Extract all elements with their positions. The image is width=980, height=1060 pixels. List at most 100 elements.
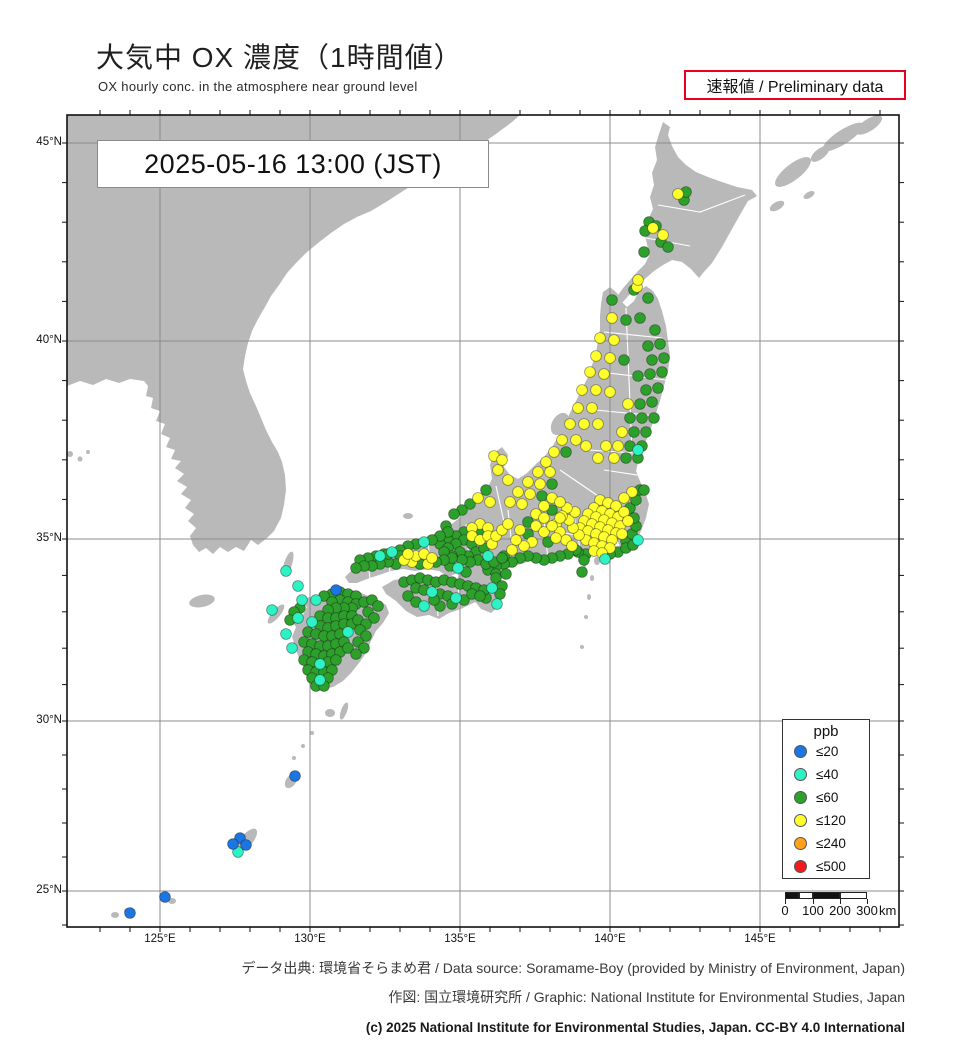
legend-item: ≤120 (783, 809, 869, 832)
station-dot (586, 402, 598, 414)
scale-bar-segment (799, 892, 813, 899)
station-dot (636, 412, 648, 424)
lat-axis-label: 45°N (36, 136, 62, 148)
legend-swatch-icon (794, 860, 807, 873)
station-dot (606, 312, 618, 324)
station-dot (634, 312, 646, 324)
station-dot (632, 534, 644, 546)
legend-item: ≤500 (783, 855, 869, 878)
scale-bar-tick (867, 899, 868, 904)
station-dot (590, 350, 602, 362)
tanegashima-island (339, 702, 349, 720)
station-dot (124, 907, 136, 919)
station-dot (544, 466, 556, 478)
izu-islet (587, 594, 591, 600)
axis-ticks (62, 110, 904, 932)
sado-island (550, 412, 570, 436)
station-dot (600, 440, 612, 452)
legend-items: ≤20 ≤40 ≤60 ≤120 ≤240 ≤500 (783, 740, 869, 878)
station-dot (608, 334, 620, 346)
station-dot (490, 572, 502, 584)
lon-axis-label: 140°E (594, 933, 626, 945)
station-dot (306, 616, 318, 628)
legend-swatch-icon (794, 768, 807, 781)
legend-item: ≤20 (783, 740, 869, 763)
yellow-sea-islet (86, 450, 90, 454)
kuril-island (769, 200, 785, 212)
station-dot (642, 340, 654, 352)
scale-bar-segment (840, 892, 867, 899)
station-dot (640, 426, 652, 438)
lon-axis-label: 125°E (144, 933, 176, 945)
station-dot (632, 274, 644, 286)
station-dot (548, 446, 560, 458)
tokara-islet (301, 744, 305, 748)
station-dot (638, 246, 650, 258)
station-dot (418, 536, 430, 548)
station-dot (652, 382, 664, 394)
station-dot (530, 520, 542, 532)
station-dot (286, 642, 298, 654)
yellow-sea-islet (67, 451, 73, 457)
station-dot (560, 446, 572, 458)
station-dot (594, 332, 606, 344)
station-dot (330, 654, 342, 666)
legend-swatch-icon (794, 791, 807, 804)
station-dot (576, 384, 588, 396)
station-dot (632, 370, 644, 382)
iriomote-island (111, 912, 119, 918)
station-dot (289, 770, 301, 782)
station-dot (310, 594, 322, 606)
station-dot (584, 366, 596, 378)
station-dot (486, 582, 498, 594)
station-dot (502, 474, 514, 486)
station-dot (496, 552, 508, 564)
legend-item: ≤40 (783, 763, 869, 786)
station-dot (368, 612, 380, 624)
station-dot (510, 534, 522, 546)
station-dot (538, 512, 550, 524)
scale-bar-label: 0 (781, 903, 789, 918)
scale-bar-unit: km (879, 903, 897, 918)
hokkaido (607, 122, 757, 314)
miyako-island (168, 898, 176, 904)
station-dot (590, 384, 602, 396)
station-dot (657, 229, 669, 241)
station-dot (512, 486, 524, 498)
station-dot (618, 354, 630, 366)
kuril-island (774, 157, 812, 187)
station-dot (402, 590, 414, 602)
station-dot (280, 628, 292, 640)
station-dot (464, 498, 476, 510)
station-dot (570, 434, 582, 446)
station-dot (491, 598, 503, 610)
station-dots-layer (124, 186, 692, 919)
graticule-gridlines (67, 115, 899, 927)
station-dot (314, 674, 326, 686)
legend-swatch-icon (794, 837, 807, 850)
station-dot (580, 440, 592, 452)
station-dot (426, 552, 438, 564)
legend-item-label: ≤240 (816, 836, 846, 851)
station-dot (576, 566, 588, 578)
station-dot (592, 452, 604, 464)
station-dot (634, 398, 646, 410)
izu-islet (580, 645, 584, 649)
station-dot (472, 492, 484, 504)
lat-axis-label: 25°N (36, 884, 62, 896)
station-dot (599, 553, 611, 565)
scale-bar-tick (813, 899, 814, 904)
station-dot (610, 500, 622, 512)
station-dot (534, 478, 546, 490)
station-dot (561, 502, 573, 514)
station-dot (554, 512, 566, 524)
scale-bar-tick (840, 899, 841, 904)
station-dot (608, 452, 620, 464)
lon-axis-label: 145°E (744, 933, 776, 945)
station-dot (350, 562, 362, 574)
tokara-islet (310, 731, 314, 735)
page-title: 大気中 OX 濃度（1時間値） (96, 42, 463, 73)
legend-item: ≤240 (783, 832, 869, 855)
station-dot (604, 542, 616, 554)
